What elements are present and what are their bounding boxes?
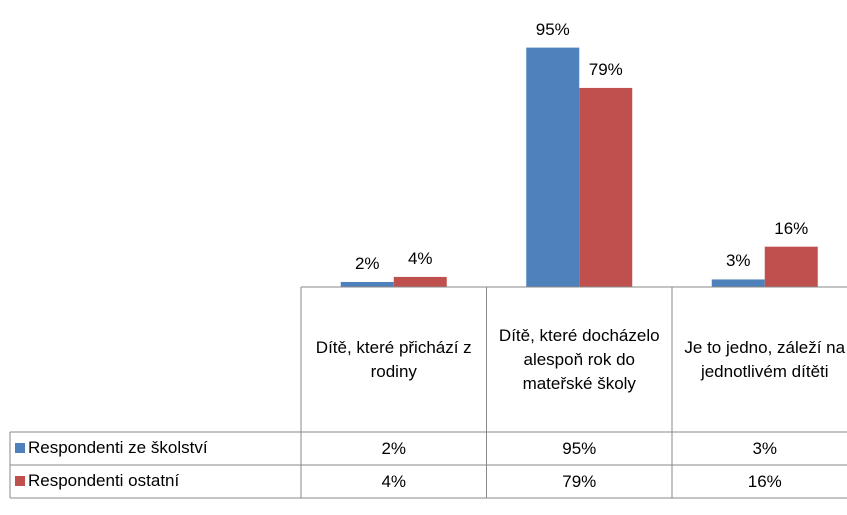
legend-label: Respondenti ze školství bbox=[28, 438, 208, 457]
data-label: 95% bbox=[535, 19, 570, 39]
bar bbox=[711, 279, 765, 287]
bar bbox=[579, 87, 633, 287]
legend-marker bbox=[15, 476, 25, 486]
bar bbox=[526, 47, 580, 287]
table-value: 2% bbox=[381, 438, 407, 458]
bar bbox=[764, 246, 818, 287]
table-value: 79% bbox=[562, 471, 597, 491]
bar bbox=[340, 281, 394, 287]
table-value: 16% bbox=[747, 471, 782, 491]
table-value: 95% bbox=[562, 438, 597, 458]
legend-label: Respondenti ostatní bbox=[28, 471, 180, 490]
category-label: Je to jedno, záleží na jednotlivém dítět… bbox=[684, 337, 846, 381]
data-label: 3% bbox=[725, 251, 751, 271]
table-value: 4% bbox=[381, 471, 407, 491]
bar bbox=[393, 276, 447, 287]
data-label: 4% bbox=[407, 248, 433, 268]
category-label: Dítě, které přichází z rodiny bbox=[315, 337, 472, 381]
category-label: Dítě, které docházelo alespoň rok do mat… bbox=[498, 325, 660, 393]
data-label: 79% bbox=[588, 59, 623, 79]
data-label: 2% bbox=[354, 253, 380, 273]
legend-marker bbox=[15, 443, 25, 453]
table-value: 3% bbox=[752, 438, 778, 458]
data-label: 16% bbox=[774, 218, 809, 238]
